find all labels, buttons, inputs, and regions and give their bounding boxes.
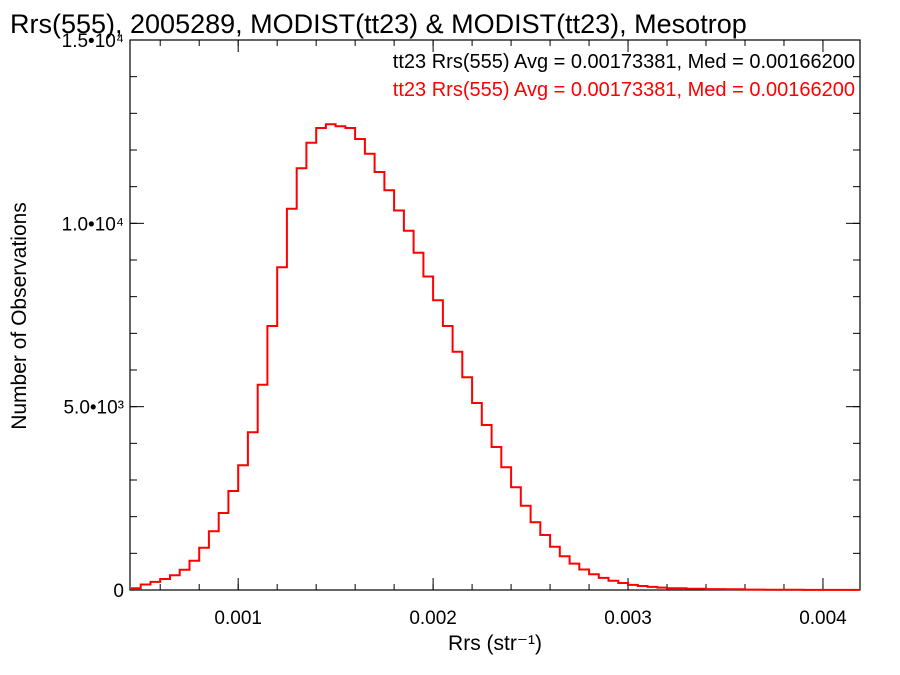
plot-frame — [129, 39, 861, 591]
y-tick-label: 1.5•10⁴ — [62, 31, 124, 52]
legend-entry-1: tt23 Rrs(555) Avg = 0.00173381, Med = 0.… — [393, 51, 855, 73]
y-tick-label: 1.0•10⁴ — [62, 214, 124, 235]
plot-border — [129, 39, 861, 591]
x-tick-label: 0.001 — [214, 608, 262, 629]
y-axis-label: Number of Observations — [8, 202, 31, 430]
histogram-series-line — [131, 123, 860, 591]
legend-entry-2: tt23 Rrs(555) Avg = 0.00173381, Med = 0.… — [393, 79, 855, 101]
x-tick-label: 0.003 — [604, 608, 652, 629]
y-tick-label: 5.0•10³ — [63, 398, 124, 419]
chart-title: Rrs(555), 2005289, MODIST(tt23) & MODIST… — [10, 9, 747, 39]
x-axis-label: Rrs (str⁻¹) — [448, 632, 542, 655]
x-axis: 0.001 0.002 0.003 0.004 — [159, 40, 847, 629]
series-layer — [131, 123, 860, 591]
x-tick-label: 0.002 — [409, 608, 457, 629]
y-axis: 0 5.0•10³ 1.0•10⁴ 1.5•10⁴ — [62, 31, 860, 602]
x-tick-label: 0.004 — [799, 608, 847, 629]
y-tick-label: 0 — [113, 581, 124, 602]
